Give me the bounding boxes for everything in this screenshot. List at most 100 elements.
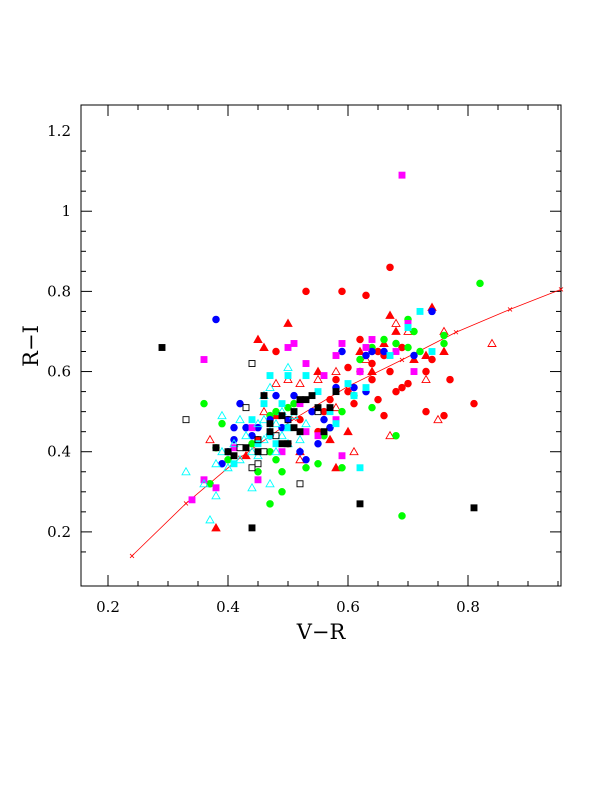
- fit-curve-marker: [399, 357, 405, 363]
- data-point: [356, 500, 364, 508]
- data-point: [247, 446, 257, 456]
- fit-curve-marker: [129, 553, 135, 559]
- data-point: [254, 468, 262, 476]
- data-point: [211, 458, 221, 468]
- data-point: [428, 307, 436, 316]
- data-point: [392, 339, 400, 348]
- x-axis-title: V−R: [296, 620, 347, 644]
- data-point: [302, 287, 310, 296]
- data-point: [254, 448, 262, 456]
- data-point: [259, 414, 269, 424]
- data-point: [487, 338, 497, 347]
- data-point: [272, 347, 280, 356]
- data-point: [338, 452, 346, 460]
- data-point: [355, 346, 365, 355]
- data-point: [248, 360, 256, 367]
- data-point: [421, 350, 431, 359]
- data-point: [283, 362, 293, 371]
- data-point: [242, 423, 250, 432]
- data-point: [230, 460, 238, 468]
- data-point: [265, 478, 275, 488]
- data-point: [211, 490, 221, 500]
- data-point: [259, 406, 269, 416]
- data-point: [398, 512, 406, 520]
- data-point: [332, 352, 340, 359]
- data-point: [290, 424, 298, 432]
- data-point: [343, 426, 353, 436]
- x-tick-label: 0.8: [456, 598, 480, 616]
- data-point: [326, 395, 334, 404]
- data-point: [362, 291, 370, 300]
- data-point: [308, 407, 316, 416]
- data-point: [290, 399, 298, 408]
- data-point: [241, 450, 251, 460]
- fit-curve-marker: [183, 501, 189, 506]
- data-point: [284, 440, 292, 448]
- data-point: [283, 374, 293, 384]
- data-point: [398, 383, 406, 392]
- data-point: [344, 380, 352, 388]
- data-point: [254, 440, 262, 448]
- data-point: [266, 372, 274, 380]
- data-point: [181, 466, 191, 476]
- data-point: [296, 396, 304, 404]
- data-point: [182, 416, 190, 424]
- data-point: [278, 400, 286, 408]
- data-point: [284, 403, 292, 412]
- data-point: [199, 478, 209, 488]
- data-point: [356, 335, 364, 344]
- data-point: [421, 374, 431, 384]
- data-point: [260, 392, 268, 400]
- data-point: [217, 446, 227, 456]
- data-point: [325, 434, 335, 444]
- data-point: [410, 368, 418, 376]
- data-point: [271, 378, 281, 388]
- data-point: [212, 315, 220, 324]
- data-point: [224, 448, 232, 456]
- data-point: [242, 444, 250, 452]
- data-point: [278, 468, 286, 476]
- data-point: [302, 372, 310, 380]
- data-point: [356, 355, 364, 364]
- data-point: [416, 347, 424, 356]
- y-tick-label: 1.2: [47, 122, 71, 140]
- data-point: [320, 428, 328, 436]
- data-point: [205, 514, 215, 524]
- data-point: [278, 440, 286, 448]
- data-point: [338, 287, 346, 296]
- data-point: [295, 454, 305, 464]
- data-point: [278, 448, 286, 456]
- data-point: [271, 446, 281, 456]
- data-point: [433, 414, 443, 424]
- data-point: [380, 411, 388, 420]
- data-point: [440, 411, 448, 420]
- data-point: [259, 342, 269, 351]
- data-point: [470, 504, 478, 512]
- data-point: [331, 402, 341, 412]
- data-point: [314, 404, 322, 412]
- data-point: [278, 488, 286, 496]
- data-point: [368, 336, 376, 343]
- data-point: [283, 318, 293, 327]
- data-point: [404, 324, 412, 331]
- data-point: [338, 347, 346, 356]
- data-point: [403, 326, 413, 335]
- data-point: [392, 387, 400, 396]
- data-point: [284, 344, 292, 351]
- data-point: [272, 391, 280, 400]
- data-point: [295, 434, 305, 444]
- data-point: [236, 399, 244, 408]
- data-point: [248, 464, 256, 472]
- data-point: [272, 432, 280, 440]
- data-point: [248, 439, 256, 448]
- data-point: [289, 410, 299, 420]
- data-point: [338, 464, 346, 472]
- data-point: [296, 447, 304, 456]
- data-point: [295, 378, 305, 388]
- tick-labels: 0.2 0.4 0.6 0.8 0.2 0.4 0.6 0.8 1 1.2: [47, 122, 480, 616]
- data-point: [428, 348, 436, 355]
- data-point: [385, 310, 395, 319]
- data-point: [247, 482, 257, 492]
- data-point: [254, 476, 262, 484]
